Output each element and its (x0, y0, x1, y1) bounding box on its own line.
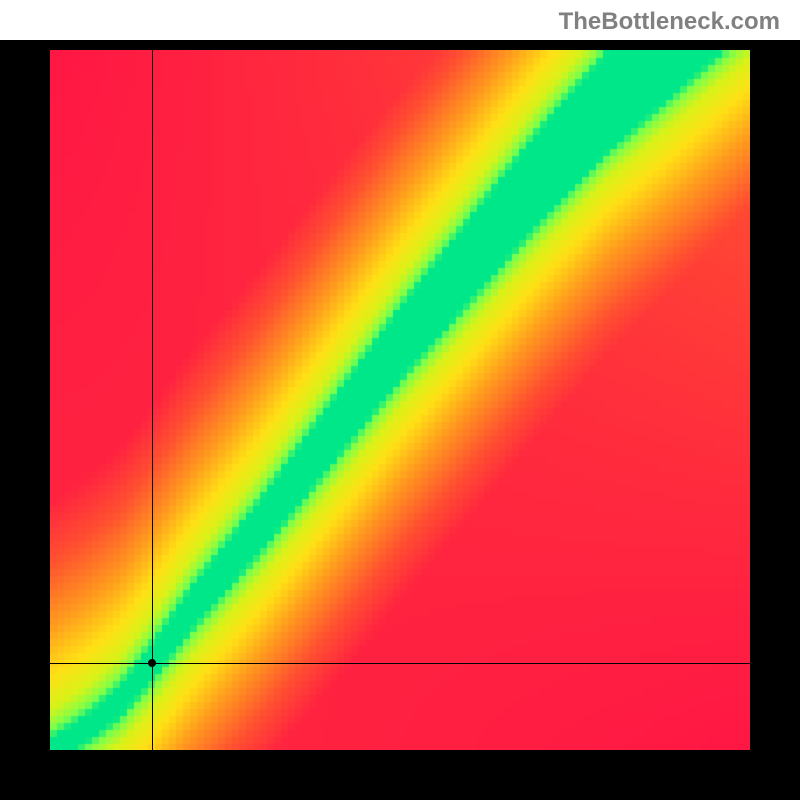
bottleneck-heatmap (50, 50, 750, 750)
attribution-text: TheBottleneck.com (559, 8, 780, 36)
chart-black-frame (0, 40, 800, 800)
chart-wrapper: TheBottleneck.com (0, 0, 800, 800)
crosshair-vertical (152, 50, 153, 750)
chart-plot-area (50, 50, 750, 750)
selection-marker-dot (148, 659, 156, 667)
